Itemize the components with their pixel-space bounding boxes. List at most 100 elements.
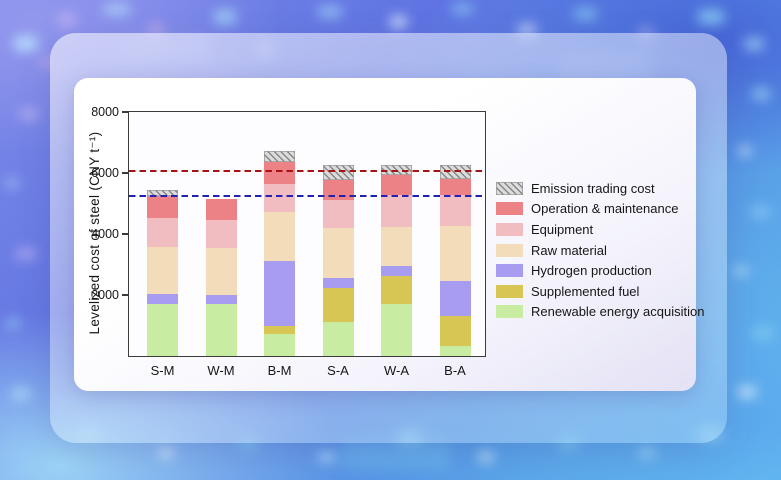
figure-card: Levelized cost of steel (CNY t⁻¹) 2000 40…	[74, 78, 704, 391]
bokeh-spot	[738, 146, 752, 156]
bar-segment	[439, 226, 471, 281]
bokeh-spot	[40, 58, 54, 68]
bokeh-spot	[698, 10, 724, 24]
bar-segment	[439, 315, 471, 346]
bar-segment	[264, 211, 295, 262]
bar-segment	[264, 261, 295, 326]
legend-label: Renewable energy acquisition	[531, 304, 705, 320]
legend-swatch	[496, 284, 523, 298]
y-tick-label: 2000	[91, 288, 119, 302]
plot-area: 2000 4000 6000 8000 S-M W-M B-M S-A W-A B-A	[91, 105, 486, 378]
bar-segment	[147, 246, 178, 295]
legend-label: Raw material	[531, 242, 607, 258]
bokeh-spot	[318, 6, 342, 18]
legend-item: Renewable energy acquisition	[496, 302, 704, 323]
bar-segment	[439, 178, 471, 195]
bokeh-spot	[733, 266, 749, 276]
y-tick-label: 4000	[91, 227, 119, 241]
legend-swatch	[496, 181, 523, 195]
reference-line-blue	[129, 194, 485, 198]
bar-segment	[322, 277, 354, 288]
bar-segment	[205, 294, 237, 304]
bar-segment	[264, 334, 295, 356]
bar-segment	[439, 345, 471, 356]
bar-segment	[381, 276, 412, 305]
bokeh-spot	[318, 452, 336, 462]
legend-item: Equipment	[496, 219, 704, 240]
bar-segment	[381, 226, 412, 267]
bokeh-spot	[478, 452, 494, 462]
bar-segment	[381, 304, 412, 356]
legend-swatch	[496, 305, 523, 319]
bokeh-spot	[750, 206, 770, 218]
y-tick-mark	[122, 111, 128, 113]
bokeh-spot	[752, 88, 770, 100]
bokeh-spot	[340, 440, 450, 470]
bar-segment	[264, 162, 295, 184]
legend-item: Hydrogen production	[496, 260, 704, 281]
bar-segment	[264, 325, 295, 335]
bokeh-spot	[104, 4, 130, 15]
x-tick-label: W-M	[207, 363, 235, 378]
reference-line-red	[129, 169, 485, 173]
bar-segment	[147, 190, 178, 197]
x-tick-label: S-M	[150, 363, 175, 378]
bokeh-spot	[58, 14, 76, 26]
bar-segment	[439, 194, 471, 227]
legend-label: Equipment	[531, 221, 594, 237]
bar-segment	[205, 248, 237, 295]
bar-segment	[381, 175, 412, 196]
y-tick-mark	[122, 172, 128, 174]
legend-swatch	[496, 222, 523, 236]
bar-segment	[322, 322, 354, 356]
bokeh-spot	[390, 16, 407, 28]
bokeh-spot	[452, 4, 473, 14]
bokeh-spot	[158, 448, 174, 458]
bar-segment	[205, 220, 237, 249]
bar-segment	[322, 227, 354, 278]
bokeh-spot	[744, 38, 764, 50]
y-tick-mark	[122, 233, 128, 235]
bokeh-spot	[148, 24, 164, 35]
bar-segment	[322, 199, 354, 228]
bokeh-spot	[4, 178, 20, 188]
bokeh-spot	[738, 386, 756, 398]
y-tick-mark	[122, 294, 128, 296]
bokeh-spot	[6, 318, 20, 328]
y-tick-label: 8000	[91, 105, 119, 119]
x-tick-label: B-M	[267, 363, 292, 378]
legend-swatch	[496, 202, 523, 216]
bokeh-spot	[20, 108, 38, 120]
bar-segment	[147, 304, 178, 356]
legend-item: Emission trading cost	[496, 178, 704, 199]
y-tick-label: 6000	[91, 166, 119, 180]
bar-segment	[322, 165, 354, 181]
x-tick-label: W-A	[383, 363, 410, 378]
bokeh-spot	[12, 388, 30, 400]
legend-item: Raw material	[496, 240, 704, 261]
x-tick-label: S-A	[327, 363, 349, 378]
legend-swatch	[496, 264, 523, 278]
x-tick-label: B-A	[444, 363, 466, 378]
bar-segment	[381, 266, 412, 277]
bar-segment	[205, 303, 237, 356]
bokeh-spot	[638, 448, 656, 458]
bokeh-spot	[574, 8, 597, 20]
bokeh-spot	[214, 10, 236, 24]
bar-segment	[381, 195, 412, 227]
legend-label: Supplemented fuel	[531, 283, 640, 299]
bar-segment	[322, 287, 354, 323]
bokeh-spot	[14, 36, 38, 51]
bar-segment	[205, 198, 237, 221]
bar-segment	[147, 196, 178, 219]
bar-segment	[264, 150, 295, 163]
bokeh-spot	[752, 326, 774, 340]
legend-label: Emission trading cost	[531, 180, 655, 196]
bar-segment	[264, 183, 295, 212]
bar-segment	[439, 280, 471, 316]
legend-label: Hydrogen production	[531, 263, 652, 279]
legend-label: Operation & maintenance	[531, 201, 679, 217]
legend-swatch	[496, 243, 523, 257]
legend-item: Supplemented fuel	[496, 281, 704, 302]
bar-segment	[147, 294, 178, 305]
